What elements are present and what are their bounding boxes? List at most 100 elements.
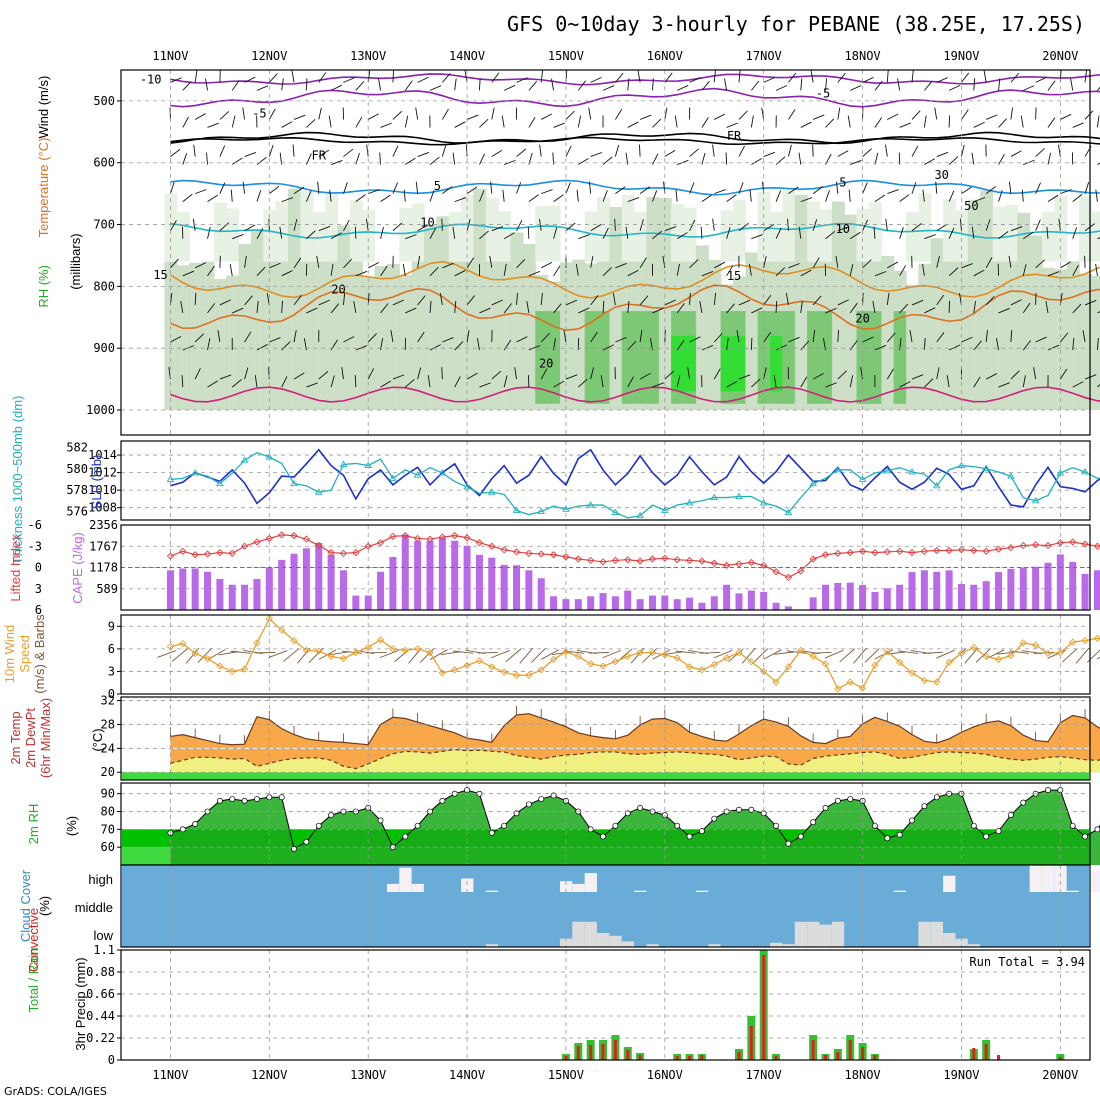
rh-cell-73 — [1066, 261, 1080, 410]
rh-cell-29 — [522, 243, 536, 410]
barb-28-590 — [516, 148, 527, 157]
barb-16-530 — [367, 113, 379, 120]
barb-47-950 — [751, 378, 761, 388]
barb-36-890 — [615, 337, 627, 343]
li-marker-47 — [747, 558, 755, 567]
barb-1-950 — [181, 375, 184, 388]
li-marker-4 — [216, 548, 224, 557]
rh-cell-mid-5 — [226, 208, 240, 262]
barb-40-710 — [664, 226, 677, 232]
date-label-bottom-20NOV: 20NOV — [1042, 1068, 1078, 1082]
cape-bar-23 — [451, 540, 459, 610]
barb-30-650 — [541, 189, 553, 195]
ytick-label-profile-3: 800 — [93, 279, 115, 293]
li-marker-36 — [611, 556, 620, 565]
barb-36-710 — [614, 218, 616, 231]
cape-bar-2 — [191, 568, 199, 610]
barb-73-830 — [1072, 303, 1082, 314]
cape-bar-52 — [809, 597, 817, 610]
wind-barb-51 — [786, 650, 807, 654]
wind-speed-marker-12 — [315, 647, 323, 655]
wind-speed-marker-46 — [735, 648, 743, 657]
wind-barb-55 — [839, 648, 856, 663]
barb-14-830 — [343, 292, 346, 305]
wind-barb-24 — [453, 650, 474, 654]
profile-label-wind-line-0: Wind (m/s) — [36, 76, 51, 139]
cape-bar-28 — [513, 565, 521, 610]
cloud-high-70 — [1029, 865, 1042, 892]
profile-label-temp: Temperature (°C) — [36, 138, 51, 238]
li-marker-45 — [722, 561, 731, 570]
wind-barb-56 — [853, 647, 867, 664]
barb-0-590 — [170, 149, 181, 157]
barb-32-830 — [565, 299, 578, 306]
barb-67-890 — [996, 338, 999, 351]
barb-68-470 — [1010, 72, 1020, 83]
wind-barb-65 — [964, 647, 979, 664]
rh-cell-40 — [658, 197, 672, 410]
barb-48-710 — [763, 224, 775, 232]
cape-bar-50 — [784, 606, 792, 610]
isotherm-label-11: 20 — [331, 282, 345, 296]
li-marker-28 — [512, 548, 521, 556]
precip-frame — [120, 949, 1091, 1061]
barb-60-530 — [911, 110, 921, 120]
rh-cell-20 — [411, 258, 425, 410]
wind-speed-marker-74 — [1081, 636, 1089, 645]
barb-55-470 — [850, 85, 862, 91]
barb-19-530 — [404, 115, 409, 128]
cloud-high-33 — [572, 883, 585, 892]
cloud-low-61 — [918, 921, 931, 947]
thickness-marker-30 — [537, 507, 546, 514]
precip-conv-55 — [848, 1040, 852, 1060]
ytick-label-profile-2: 700 — [93, 218, 115, 232]
barb-64-590 — [961, 144, 965, 157]
rh-cell-wet-50 — [782, 311, 796, 404]
li-marker-38 — [636, 557, 644, 565]
cape-bar-34 — [587, 596, 595, 610]
precip-label-mm: 3hr Precip (mm) — [73, 957, 88, 1050]
rh-label-unit-line-0: (%) — [64, 816, 79, 836]
barb-42-590 — [689, 148, 700, 157]
thickness-marker-12 — [314, 488, 323, 495]
wind-barb-62 — [922, 651, 943, 654]
cape-bar-30 — [537, 578, 545, 610]
barb-41-890 — [676, 339, 685, 351]
date-label-bottom-19NOV: 19NOV — [943, 1068, 979, 1082]
li-marker-25 — [475, 539, 484, 547]
barb-7-470 — [256, 85, 269, 91]
pressure-label-slp-line-0: SLP (mb) — [89, 455, 104, 510]
cape-bar-58 — [883, 588, 891, 610]
rh-cell-15 — [349, 258, 363, 410]
barb-26-650 — [490, 181, 493, 194]
wind-barb-28 — [505, 648, 522, 663]
isotherm-7 — [170, 284, 1100, 332]
thickness-marker-58 — [883, 467, 892, 474]
li-marker-59 — [896, 547, 904, 555]
wind-speed-marker-28 — [512, 671, 521, 679]
barb-47-830 — [751, 307, 763, 314]
barb-14-470 — [343, 77, 355, 83]
date-label-top-20NOV: 20NOV — [1042, 49, 1078, 63]
cape-bar-16 — [364, 595, 372, 610]
barb-21-950 — [427, 375, 431, 388]
precip-label-conv: Convective — [26, 908, 41, 972]
barb-49-830 — [775, 300, 778, 313]
rh-cell-wet-59 — [893, 311, 907, 404]
thickness-marker-74 — [1081, 468, 1089, 475]
li-marker-42 — [685, 556, 694, 565]
wind-speed-marker-24 — [463, 661, 471, 670]
rh-cell-wet-39 — [646, 311, 660, 404]
wind-frame — [120, 614, 1091, 695]
wind-speed-marker-45 — [722, 654, 731, 662]
barb-59-650 — [899, 194, 910, 202]
li-line — [170, 534, 1100, 579]
barb-60-890 — [909, 330, 913, 343]
barb-9-830 — [281, 300, 283, 313]
barb-67-830 — [998, 307, 1010, 314]
rh-cell-8 — [263, 231, 277, 410]
rh-marker-54 — [834, 797, 841, 804]
rh-cell-18 — [386, 263, 400, 410]
barb-13-590 — [330, 159, 343, 165]
barb-12-530 — [318, 107, 322, 120]
